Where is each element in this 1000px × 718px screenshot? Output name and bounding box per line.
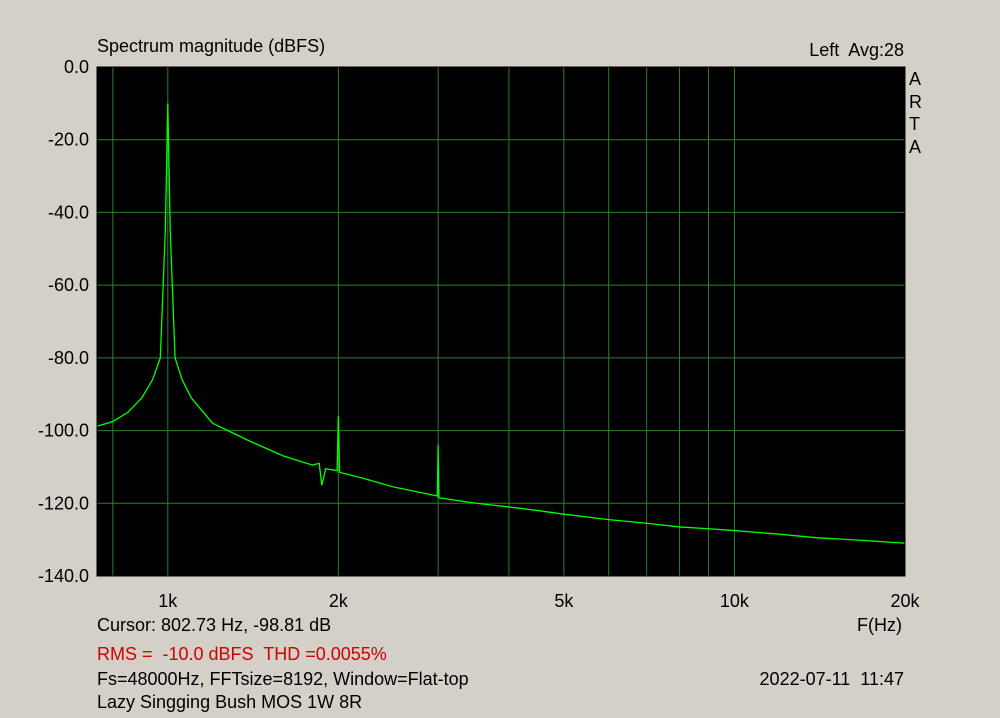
y-tick-label: -140.0 bbox=[38, 566, 89, 586]
x-tick-label: 20k bbox=[890, 591, 920, 611]
x-tick-label: 1k bbox=[158, 591, 178, 611]
spectrum-line bbox=[96, 103, 906, 544]
arta-letter: R bbox=[909, 91, 922, 112]
x-tick-label: 10k bbox=[720, 591, 750, 611]
x-tick-label: 2k bbox=[329, 591, 349, 611]
x-axis-label: F(Hz) bbox=[857, 615, 902, 635]
y-tick-label: -100.0 bbox=[38, 421, 89, 441]
plot-area bbox=[97, 67, 905, 576]
y-tick-label: -60.0 bbox=[48, 275, 89, 295]
y-tick-label: -120.0 bbox=[38, 493, 89, 513]
x-tick-label: 5k bbox=[554, 591, 574, 611]
arta-letter: A bbox=[909, 69, 922, 89]
plot-border bbox=[96, 66, 906, 577]
y-tick-label: -20.0 bbox=[48, 130, 89, 150]
chart-title: Spectrum magnitude (dBFS) bbox=[97, 36, 326, 56]
fft-settings-text: Fs=48000Hz, FFTsize=8192, Window=Flat-to… bbox=[97, 669, 469, 689]
channel-average-label: Left Avg:28 bbox=[809, 40, 904, 60]
cursor-readout: Cursor: 802.73 Hz, -98.81 dB bbox=[97, 615, 332, 635]
y-tick-label: -80.0 bbox=[48, 348, 89, 368]
rms-thd-readout: RMS = -10.0 dBFS THD =0.0055% bbox=[97, 644, 387, 664]
y-tick-label: -40.0 bbox=[48, 202, 89, 222]
timestamp: 2022-07-11 11:47 bbox=[759, 669, 904, 689]
y-tick-label: 0.0 bbox=[64, 57, 89, 77]
arta-letter: T bbox=[909, 114, 920, 134]
measurement-description: Lazy Singging Bush MOS 1W 8R bbox=[97, 692, 363, 712]
arta-letter: A bbox=[909, 136, 922, 157]
